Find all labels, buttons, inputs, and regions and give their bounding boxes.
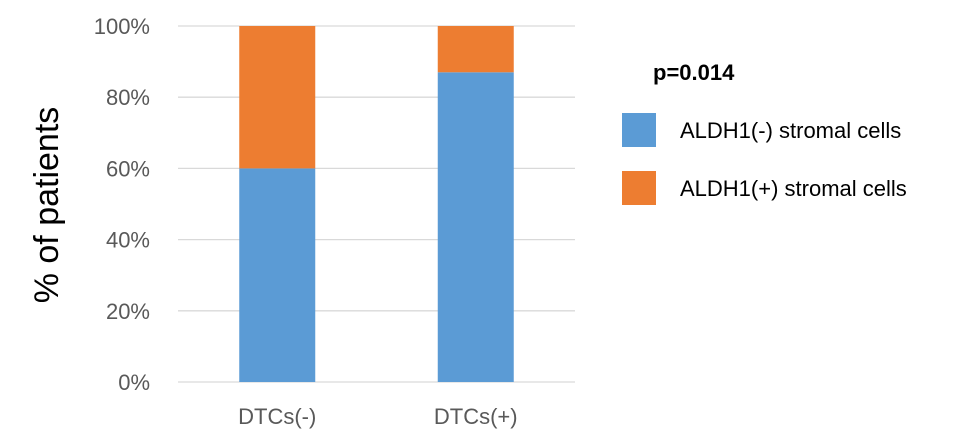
bars bbox=[239, 26, 514, 382]
legend-swatch bbox=[622, 171, 656, 205]
legend: ALDH1(-) stromal cells ALDH1(+) stromal c… bbox=[622, 113, 907, 205]
legend-label: ALDH1(-) stromal cells bbox=[680, 118, 901, 143]
p-value-annotation: p=0.014 bbox=[653, 60, 735, 85]
bar-segment-aldh1-neg bbox=[437, 72, 514, 382]
y-tick-label: 40% bbox=[106, 228, 150, 253]
bar-segment-aldh1-pos bbox=[239, 26, 316, 169]
legend-swatch bbox=[622, 113, 656, 147]
y-tick-label: 20% bbox=[106, 299, 150, 324]
bar-segment-aldh1-neg bbox=[239, 168, 316, 382]
y-tick-label: 0% bbox=[118, 370, 150, 395]
y-tick-label: 100% bbox=[94, 14, 150, 39]
y-tick-label: 60% bbox=[106, 156, 150, 181]
y-axis-label: % of patients bbox=[28, 107, 66, 304]
gridlines bbox=[178, 25, 575, 383]
bar-segment-aldh1-pos bbox=[437, 26, 514, 73]
x-category-label: DTCs(+) bbox=[434, 404, 518, 429]
x-category-label: DTCs(-) bbox=[238, 404, 316, 429]
y-tick-labels: 0% 20% 40% 60% 80% 100% bbox=[94, 14, 150, 395]
x-category-labels: DTCs(-) DTCs(+) bbox=[238, 404, 517, 429]
y-tick-label: 80% bbox=[106, 85, 150, 110]
legend-label: ALDH1(+) stromal cells bbox=[680, 176, 907, 201]
